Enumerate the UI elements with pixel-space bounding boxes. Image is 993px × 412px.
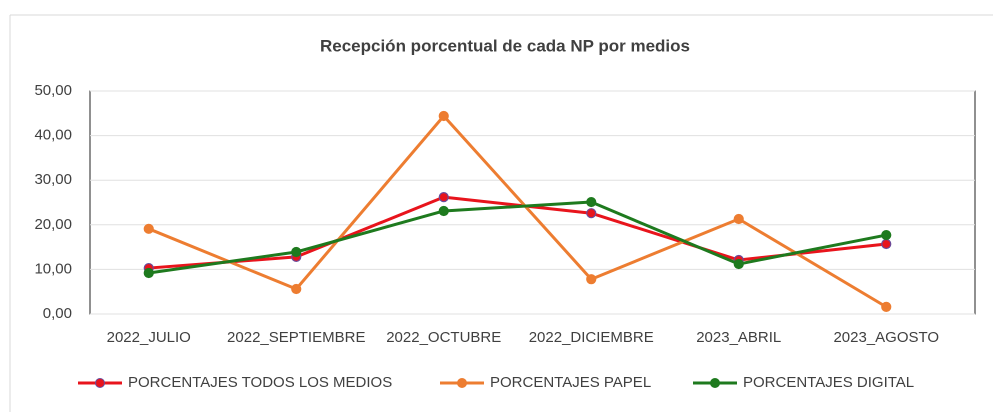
marker — [291, 283, 302, 295]
y-tick-label: 50,00 — [34, 82, 72, 99]
y-tick-label: 40,00 — [34, 127, 72, 144]
marker — [586, 208, 597, 219]
marker — [586, 196, 597, 208]
x-tick-label: 2022_JULIO — [107, 329, 191, 346]
legend-marker — [710, 378, 720, 388]
y-tick-label: 20,00 — [34, 216, 72, 233]
series-line — [148, 114, 888, 309]
marker — [143, 223, 154, 234]
marker — [733, 213, 744, 225]
x-tick-label: 2022_SEPTIEMBRE — [227, 329, 365, 346]
legend-label: PORCENTAJES TODOS LOS MEDIOS — [128, 374, 392, 391]
marker — [881, 301, 892, 312]
x-tick-label: 2023_AGOSTO — [833, 329, 939, 346]
marker — [733, 258, 744, 270]
marker — [291, 246, 302, 258]
x-tick-label: 2022_OCTUBRE — [386, 329, 501, 346]
marker — [881, 238, 892, 250]
legend-marker — [457, 378, 467, 388]
marker — [438, 205, 449, 217]
marker — [586, 274, 597, 285]
y-tick-label: 30,00 — [34, 171, 72, 188]
legend-label: PORCENTAJES DIGITAL — [743, 374, 914, 391]
legend-marker — [95, 378, 105, 388]
marker — [438, 192, 449, 203]
marker — [881, 229, 892, 241]
y-tick-label: 10,00 — [34, 260, 72, 277]
marker — [143, 267, 154, 279]
marker — [438, 110, 449, 122]
series-line — [148, 200, 887, 275]
x-tick-label: 2022_DICIEMBRE — [529, 329, 654, 346]
chart-title: Recepción porcentual de cada NP por medi… — [320, 36, 690, 55]
x-tick-label: 2023_ABRIL — [696, 329, 781, 346]
y-tick-label: 0,00 — [43, 305, 72, 322]
legend-label: PORCENTAJES PAPEL — [490, 374, 651, 391]
